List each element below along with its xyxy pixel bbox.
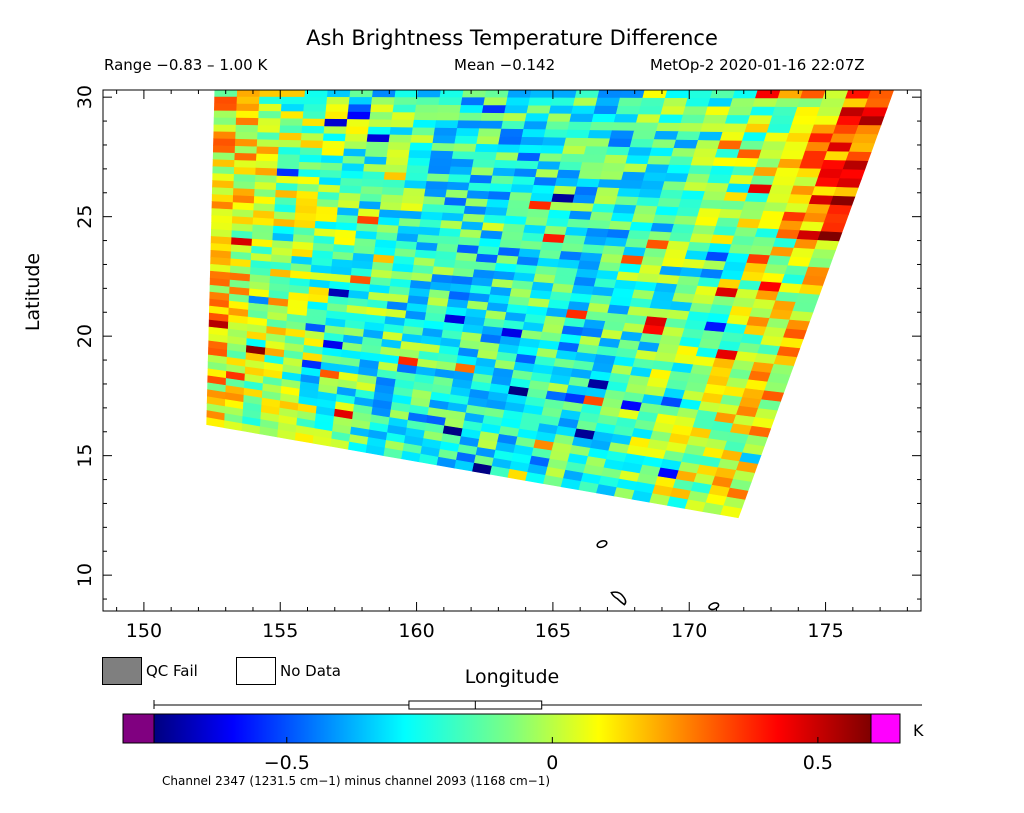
x-tick-label: 165 bbox=[535, 620, 571, 642]
colorbar-over-swatch bbox=[870, 713, 901, 744]
range-text: Range −0.83 – 1.00 K bbox=[104, 56, 268, 74]
colorbar-tick-label: −0.5 bbox=[264, 752, 310, 774]
swath-cell bbox=[720, 505, 743, 519]
colorbar-under-swatch bbox=[122, 713, 155, 744]
colorbar-caption: Channel 2347 (1231.5 cm−1) minus channel… bbox=[162, 774, 551, 788]
island-outline bbox=[610, 591, 627, 606]
mean-text: Mean −0.142 bbox=[454, 56, 556, 74]
x-tick-label: 150 bbox=[126, 620, 162, 642]
island-outline bbox=[708, 602, 720, 611]
swath-heatmap bbox=[206, 89, 895, 519]
colorbar-unit: K bbox=[913, 721, 924, 740]
qc-fail-swatch bbox=[102, 657, 142, 685]
x-tick-label: 175 bbox=[807, 620, 843, 642]
x-tick-label: 170 bbox=[671, 620, 707, 642]
colorbar-tick-label: 0 bbox=[546, 752, 558, 774]
island-outline bbox=[596, 540, 608, 549]
no-data-label: No Data bbox=[280, 662, 341, 680]
no-data-swatch bbox=[236, 657, 276, 685]
x-tick-label: 160 bbox=[398, 620, 434, 642]
y-tick-label: 30 bbox=[74, 85, 96, 109]
x-axis-label: Longitude bbox=[464, 666, 560, 688]
y-tick-label: 10 bbox=[74, 563, 96, 587]
colorbar-tick-label: 0.5 bbox=[803, 752, 833, 774]
satellite-datetime: MetOp-2 2020-01-16 22:07Z bbox=[650, 56, 865, 74]
y-tick-label: 25 bbox=[74, 205, 96, 229]
plot-axes: 150 155 160 165 170 175 10 15 20 25 30 bbox=[74, 85, 922, 642]
x-tick-label: 155 bbox=[262, 620, 298, 642]
y-tick-label: 15 bbox=[74, 444, 96, 468]
y-tick-label: 20 bbox=[74, 324, 96, 348]
colorbar-gradient bbox=[153, 713, 872, 744]
chart-title: Ash Brightness Temperature Difference bbox=[306, 26, 718, 50]
coastlines bbox=[596, 540, 720, 611]
qc-fail-label: QC Fail bbox=[146, 662, 198, 680]
plot-frame bbox=[102, 89, 922, 612]
